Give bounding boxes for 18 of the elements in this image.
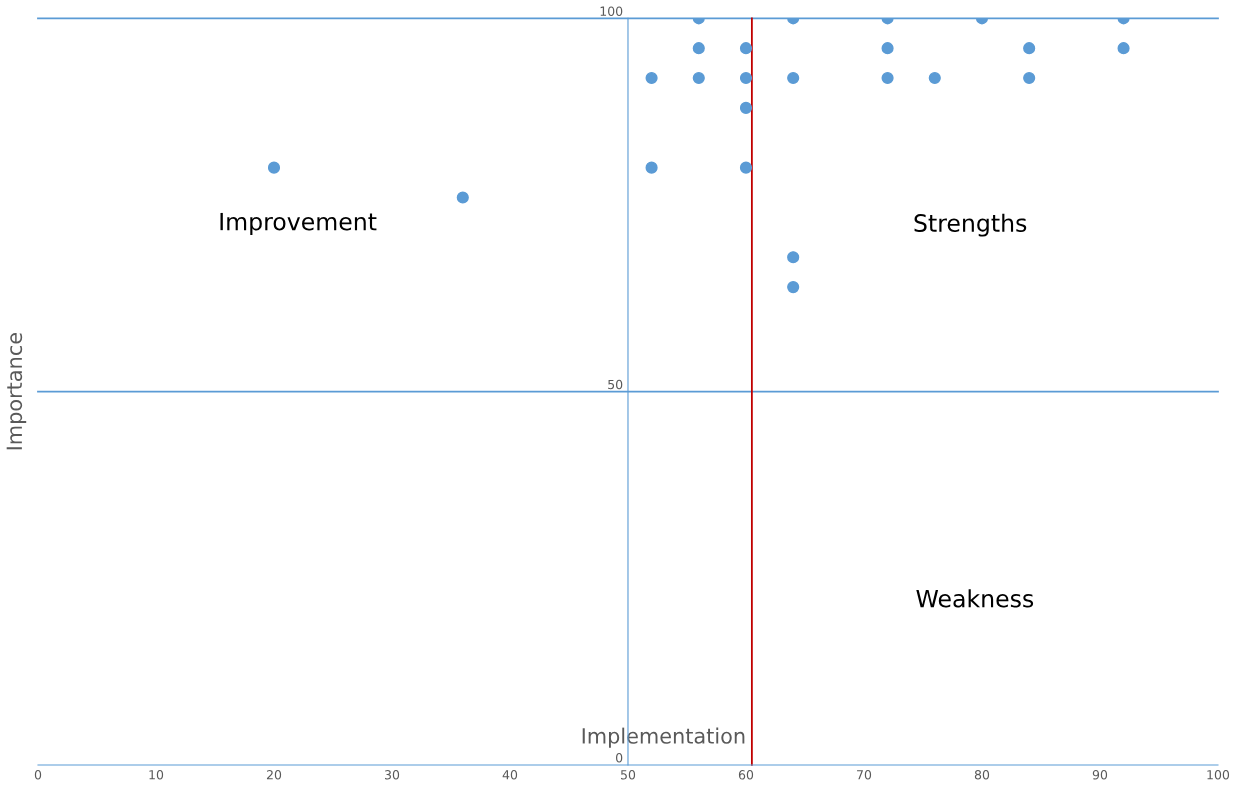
y-tick-label: 50: [608, 379, 623, 390]
annotation: Improvement: [220, 212, 377, 236]
x-tick-label: 30: [384, 770, 400, 780]
annotation: Weakness: [916, 589, 1034, 608]
x-tick-label: 0: [34, 770, 42, 780]
annotation: Strengths: [914, 213, 1027, 237]
y-axis-title: Importance: [6, 333, 27, 450]
x-tick-label: 40: [502, 770, 518, 780]
x-tick-label: 20: [266, 770, 282, 780]
x-tick-label: 10: [149, 770, 164, 780]
x-tick-label: 90: [1092, 770, 1108, 780]
y-tick-label: 100: [600, 6, 623, 16]
x-tick-label: 80: [974, 770, 990, 780]
x-tick-label: 60: [738, 770, 754, 780]
x-tick-label: 100: [1207, 770, 1230, 780]
y-tick-label: 0: [615, 753, 623, 763]
x-tick-label: 70: [857, 770, 872, 780]
x-tick-label: 50: [621, 770, 636, 780]
